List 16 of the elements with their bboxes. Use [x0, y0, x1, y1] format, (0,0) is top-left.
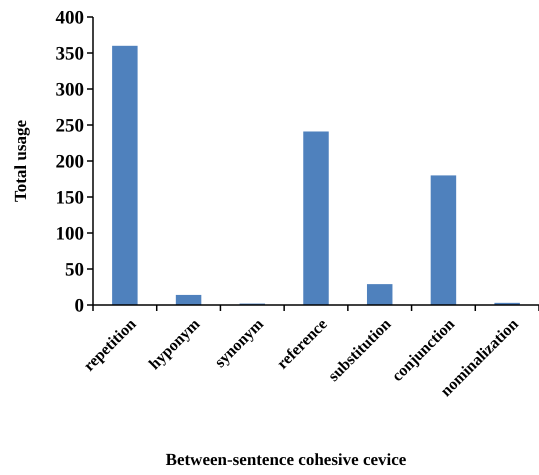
y-tick-label: 300	[56, 80, 84, 101]
y-tick-label: 100	[56, 224, 84, 245]
bar	[303, 131, 329, 305]
y-tick-label: 150	[56, 188, 84, 209]
y-tick-label: 350	[56, 44, 84, 65]
y-tick-label: 250	[56, 116, 84, 137]
y-tick-label: 200	[56, 152, 84, 173]
bar	[366, 284, 392, 305]
y-tick-label: 50	[65, 260, 84, 281]
x-axis-title: Between-sentence cohesive cevice	[166, 450, 407, 469]
y-tick-label: 0	[74, 296, 84, 317]
y-tick-label: 400	[56, 8, 84, 29]
bar	[176, 294, 202, 305]
bar	[430, 175, 456, 305]
y-axis-title: Total usage	[11, 120, 30, 202]
bar	[112, 46, 138, 305]
